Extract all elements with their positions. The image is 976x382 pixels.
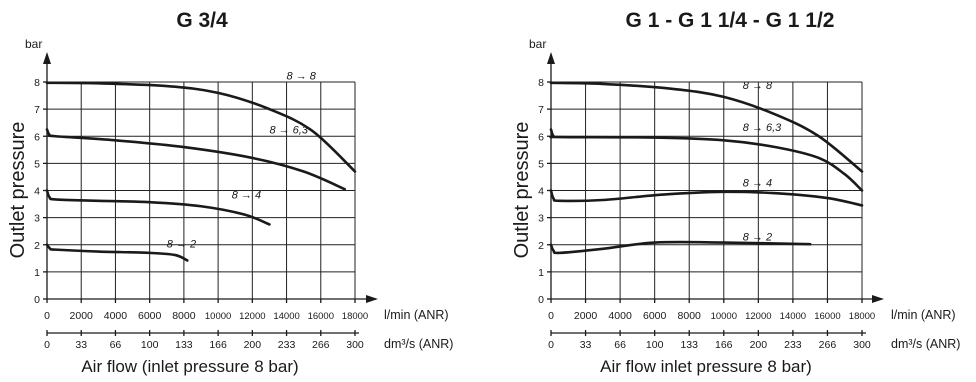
- y-tick-label: 6: [34, 131, 40, 143]
- secondary-x-tick-label: 66: [110, 339, 122, 351]
- series-label-3: 8 → 4: [232, 190, 261, 202]
- x-tick-label: 0: [44, 310, 50, 322]
- x-tick-label: 8000: [172, 310, 196, 322]
- y-tick-label: 2: [34, 240, 40, 252]
- secondary-x-tick-label: 300: [853, 339, 871, 351]
- x-tick-label: 10000: [711, 311, 737, 322]
- x-tick-label: 18000: [342, 311, 368, 322]
- secondary-x-tick-label: 0: [548, 339, 554, 351]
- series-line-3: [549, 189, 864, 207]
- series-label-4: 8 → 2: [743, 232, 772, 244]
- y-tick-label: 3: [34, 213, 40, 225]
- chart-title: G 1 - G 1 1/4 - G 1 1/2: [626, 9, 835, 32]
- y-tick-label: 3: [538, 213, 544, 225]
- secondary-x-tick-label: 100: [646, 339, 664, 351]
- chart-title: G 3/4: [176, 9, 228, 32]
- series-line-2: [45, 128, 347, 191]
- x-tick-label: 8000: [678, 310, 702, 322]
- secondary-x-tick-label: 200: [750, 339, 768, 351]
- secondary-x-tick-label: 200: [244, 339, 262, 351]
- y-tick-label: 1: [538, 267, 544, 279]
- y-tick-label: 8: [34, 77, 40, 89]
- x-axis-arrow: [872, 295, 884, 303]
- x-tick-label: 4000: [104, 310, 128, 322]
- x-tick-label: 18000: [849, 311, 875, 322]
- y-axis-title: Outlet pressure: [511, 122, 533, 259]
- y-tick-label: 7: [34, 104, 40, 116]
- series-line-1: [549, 81, 864, 173]
- x-tick-label: 14000: [780, 311, 806, 322]
- x-tick-label: 6000: [138, 310, 162, 322]
- x-tick-label: 2000: [574, 310, 598, 322]
- x-tick-label: 16000: [814, 311, 840, 322]
- x-tick-label: 14000: [273, 311, 299, 322]
- x-tick-label: 12000: [239, 311, 265, 322]
- secondary-x-tick-label: 300: [346, 339, 364, 351]
- series-label-2: 8 → 6,3: [269, 125, 308, 137]
- y-tick-label: 0: [34, 294, 40, 306]
- y-tick-label: 8: [538, 77, 544, 89]
- y-tick-label: 7: [538, 104, 544, 116]
- y-axis-arrow: [547, 52, 555, 64]
- y-tick-label: 4: [34, 186, 40, 198]
- grid: [551, 81, 863, 299]
- secondary-x-tick-label: 0: [44, 339, 50, 351]
- x-tick-label: 4000: [608, 310, 632, 322]
- secondary-x-tick-label: 266: [819, 339, 837, 351]
- secondary-x-tick-label: 66: [614, 339, 626, 351]
- secondary-x-tick-label: 166: [209, 339, 227, 351]
- secondary-x-tick-label: 233: [784, 339, 802, 351]
- x-axis-title: Air flow inlet pressure 8 bar): [600, 357, 812, 376]
- y-unit-label: bar: [25, 37, 42, 51]
- y-unit-label: bar: [529, 37, 546, 51]
- series-line-4: [45, 243, 189, 262]
- series-label-1: 8 → 8: [743, 80, 773, 92]
- x-axis-title: Air flow (inlet pressure 8 bar): [81, 357, 298, 376]
- secondary-x-tick-label: 100: [141, 339, 159, 351]
- x-tick-label: 16000: [308, 311, 334, 322]
- grid: [47, 81, 356, 299]
- series-line-1: [45, 81, 357, 173]
- secondary-x-tick-label: 233: [278, 339, 296, 351]
- y-tick-label: 5: [34, 158, 40, 170]
- curves: 8 → 8 8 → 6,3 8 → 4 8 → 2: [549, 80, 864, 255]
- series-line-3: [45, 189, 271, 226]
- series-line-2: [549, 128, 864, 192]
- secondary-x-tick-label: 133: [680, 339, 698, 351]
- series-line-4: [549, 240, 812, 255]
- series-label-4: 8 → 2: [167, 238, 196, 250]
- secondary-x-tick-label: 33: [580, 339, 592, 351]
- x-unit-primary: l/min (ANR): [891, 308, 956, 322]
- y-tick-label: 4: [538, 186, 544, 198]
- y-axis-title: Outlet pressure: [7, 122, 29, 259]
- secondary-x-tick-label: 133: [175, 339, 193, 351]
- series-label-2: 8 → 6,3: [743, 122, 782, 134]
- x-unit-secondary: dm³/s (ANR): [891, 337, 960, 351]
- x-unit-secondary: dm³/s (ANR): [384, 337, 453, 351]
- x-tick-label: 10000: [205, 311, 231, 322]
- x-axis-arrow: [366, 295, 378, 303]
- y-tick-label: 5: [538, 158, 544, 170]
- y-axis-arrow: [43, 52, 51, 64]
- x-tick-label: 12000: [745, 311, 771, 322]
- y-tick-label: 2: [538, 240, 544, 252]
- curves: 8 → 8 8 → 6,3 8 → 4 8 → 2: [45, 70, 357, 262]
- series-label-1: 8 → 8: [287, 70, 317, 82]
- x-tick-label: 0: [548, 310, 554, 322]
- y-tick-label: 0: [538, 294, 544, 306]
- secondary-x-tick-label: 266: [312, 339, 330, 351]
- x-tick-label: 6000: [643, 310, 667, 322]
- x-tick-label: 2000: [70, 310, 94, 322]
- secondary-x-tick-label: 166: [715, 339, 733, 351]
- x-unit-primary: l/min (ANR): [384, 308, 449, 322]
- y-tick-label: 1: [34, 267, 40, 279]
- y-tick-label: 6: [538, 131, 544, 143]
- secondary-x-tick-label: 33: [75, 339, 87, 351]
- series-label-3: 8 → 4: [743, 177, 772, 189]
